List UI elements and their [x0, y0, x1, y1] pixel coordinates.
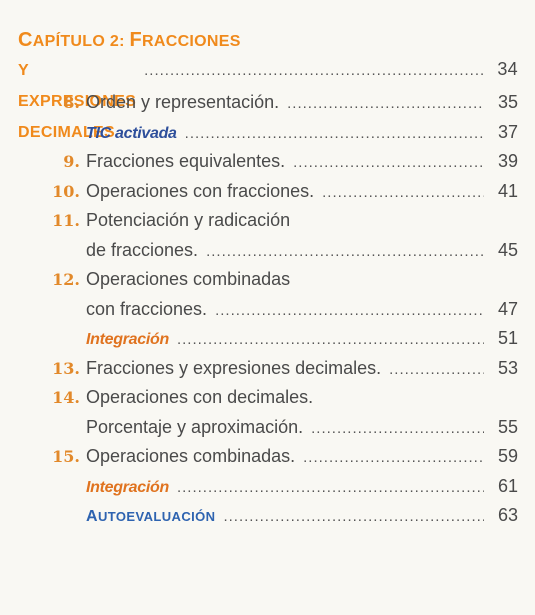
toc-entry-title: Potenciación y radicación — [86, 210, 291, 230]
toc-entry-page-number: 37 — [497, 121, 518, 142]
chapter-heading-line-1-text: CAPÍTULO 2: FRACCIONES — [18, 29, 241, 51]
toc-entry-line: 13. Fracciones y expresiones decimales. 53 — [46, 354, 518, 384]
toc-entry-page-number: 59 — [497, 446, 518, 466]
dot-leader — [177, 325, 484, 355]
lesson-number: 15. — [52, 447, 80, 466]
toc-entry[interactable]: Integración 61 — [46, 472, 518, 502]
toc-entry[interactable]: 13. Fracciones y expresiones decimales. 53 — [46, 354, 518, 384]
toc-entry-line: TIC activada 37 — [46, 118, 518, 148]
chapter-heading-line-1: CAPÍTULO 2: FRACCIONES — [18, 26, 518, 54]
toc-entry[interactable]: AUTOEVALUACIÓN 63 — [46, 501, 518, 531]
toc-entry[interactable]: 11. Potenciación y radicación de fraccione… — [46, 206, 518, 265]
lesson-number: 13. — [52, 358, 80, 378]
toc-entry-title: Operaciones con decimales. — [86, 387, 314, 407]
toc-entry-line: Integración 61 — [46, 472, 518, 502]
dot-leader — [322, 178, 484, 208]
toc-entry-line: 12. Operaciones combinadas — [46, 265, 518, 295]
lesson-number: 14. — [52, 388, 80, 407]
toc-entry-page-number: 35 — [497, 92, 518, 112]
toc-entry-title: Porcentaje y aproximación. — [86, 416, 304, 437]
chapter-heading: CAPÍTULO 2: FRACCIONES Y EXPRESIONES DEC… — [18, 26, 518, 141]
toc-entry[interactable]: 15. Operaciones combinadas. 59 — [46, 442, 518, 472]
toc-entry-title: Operaciones combinadas — [86, 269, 291, 289]
toc-entry[interactable]: 10. Operaciones con fracciones. 41 — [46, 177, 518, 207]
toc-entry[interactable]: 9. Fracciones equivalentes. 39 — [46, 147, 518, 177]
lesson-number: 10. — [52, 181, 80, 201]
toc-entry-line: Porcentaje y aproximación. 55 — [46, 413, 518, 443]
toc-entry-page-number: 53 — [497, 357, 518, 378]
chapter-page-number: 34 — [497, 59, 518, 79]
lesson-number: 12. — [52, 270, 80, 289]
toc-entry-line: 9. Fracciones equivalentes. 39 — [46, 147, 518, 177]
toc-entry-line: 14. Operaciones con decimales. — [46, 383, 518, 413]
lesson-number: 11. — [52, 211, 80, 230]
dot-leader — [144, 56, 484, 86]
chapter-heading-line-2-text: Y EXPRESIONES DECIMALES — [18, 62, 137, 141]
dot-leader — [287, 89, 484, 119]
toc-entry-title: de fracciones. — [86, 239, 199, 260]
lesson-number: 8. — [63, 93, 80, 112]
toc-entry-line: 11. Potenciación y radicación — [46, 206, 518, 236]
toc-entry-page-number: 55 — [497, 416, 518, 437]
dot-leader — [177, 473, 484, 503]
toc-entry-line: AUTOEVALUACIÓN 63 — [46, 501, 518, 531]
toc-entry[interactable]: 8. Orden y representación. 35 — [46, 88, 518, 118]
toc-entry-line: de fracciones. 45 — [46, 236, 518, 266]
toc-entry-page-number: 45 — [497, 239, 518, 260]
toc-entry-title: con fracciones. — [86, 298, 208, 319]
dot-leader — [215, 296, 484, 326]
toc-entry-title: Integración — [86, 331, 169, 348]
toc-entry-page-number: 47 — [497, 298, 518, 319]
toc-entry-title: Orden y representación. — [86, 92, 280, 112]
toc-entry-title: TIC activada — [86, 124, 177, 142]
toc-entry-title: Operaciones combinadas. — [86, 446, 296, 466]
lesson-number: 9. — [63, 152, 80, 171]
toc-entry-page-number: 41 — [497, 180, 518, 201]
toc-entry[interactable]: 12. Operaciones combinadas con fracciones.… — [46, 265, 518, 324]
toc-entry-page-number: 51 — [497, 328, 518, 348]
chapter-heading-line-2: Y EXPRESIONES DECIMALES 34 — [18, 54, 518, 141]
dot-leader — [293, 148, 484, 178]
toc-entries-list: 8. Orden y representación. 35 TIC activada 3… — [46, 88, 518, 531]
toc-entry-title: Fracciones equivalentes. — [86, 151, 286, 171]
toc-entry-line: 15. Operaciones combinadas. 59 — [46, 442, 518, 472]
dot-leader — [185, 119, 484, 149]
dot-leader — [303, 443, 484, 473]
toc-entry-title: Fracciones y expresiones decimales. — [86, 357, 382, 378]
toc-entry-line: con fracciones. 47 — [46, 295, 518, 325]
dot-leader — [311, 414, 484, 444]
dot-leader — [389, 355, 484, 385]
toc-entry[interactable]: Integración 51 — [46, 324, 518, 354]
toc-entry-line: 10. Operaciones con fracciones. 41 — [46, 177, 518, 207]
toc-entry[interactable]: TIC activada 37 — [46, 118, 518, 148]
dot-leader — [223, 502, 484, 532]
toc-entry-line: 8. Orden y representación. 35 — [46, 88, 518, 118]
toc-entry-line: Integración 51 — [46, 324, 518, 354]
toc-entry-title: Operaciones con fracciones. — [86, 180, 315, 201]
toc-entry-title: Integración — [86, 478, 169, 496]
toc-entry[interactable]: 14. Operaciones con decimales. Porcentaje … — [46, 383, 518, 442]
toc-entry-page-number: 61 — [497, 475, 518, 496]
toc-entry-title: AUTOEVALUACIÓN — [86, 508, 216, 525]
toc-entry-page-number: 63 — [497, 505, 518, 525]
dot-leader — [206, 237, 484, 267]
toc-entry-page-number: 39 — [497, 151, 518, 171]
